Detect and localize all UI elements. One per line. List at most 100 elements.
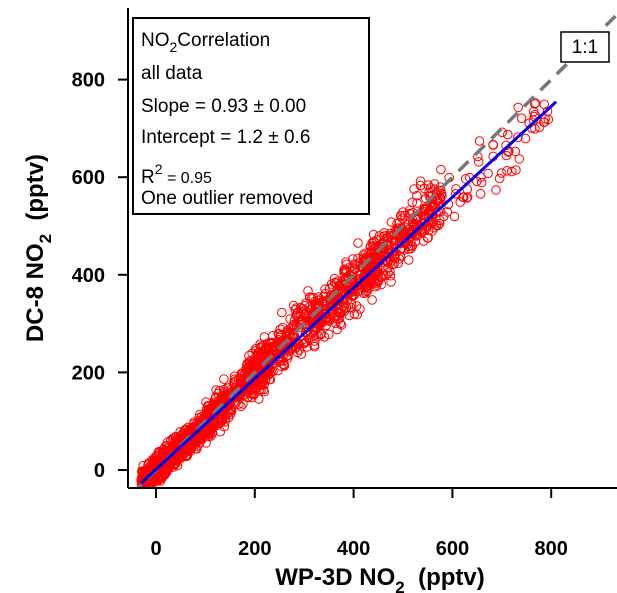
data-point bbox=[167, 441, 178, 452]
fit-line bbox=[140, 100, 558, 485]
y-tick-label: 800 bbox=[72, 70, 105, 92]
data-point bbox=[439, 211, 449, 222]
data-point bbox=[309, 330, 319, 341]
data-point bbox=[324, 329, 334, 340]
data-point bbox=[317, 297, 327, 308]
annotation-slope: Slope = 0.93 ± 0.00 bbox=[141, 96, 306, 117]
data-point bbox=[396, 223, 407, 233]
x-tick-label: 200 bbox=[238, 538, 271, 560]
data-point bbox=[375, 251, 385, 261]
data-point bbox=[231, 376, 241, 386]
data-point bbox=[449, 211, 460, 222]
data-point bbox=[530, 99, 540, 109]
data-point bbox=[434, 186, 444, 196]
data-point bbox=[341, 290, 352, 300]
data-point bbox=[355, 304, 365, 314]
data-point bbox=[175, 432, 186, 443]
data-point bbox=[381, 231, 391, 241]
data-point bbox=[361, 286, 372, 297]
data-point bbox=[353, 238, 363, 248]
data-point bbox=[419, 183, 430, 194]
data-point bbox=[407, 241, 418, 251]
data-point bbox=[288, 320, 299, 330]
data-point bbox=[513, 132, 523, 142]
data-point bbox=[291, 310, 301, 321]
y-tick-label: 200 bbox=[72, 362, 105, 384]
data-point bbox=[290, 304, 301, 315]
data-point bbox=[186, 439, 197, 450]
data-point bbox=[333, 286, 344, 296]
data-point bbox=[207, 428, 218, 438]
x-tick-label: 600 bbox=[436, 538, 469, 560]
data-point bbox=[367, 295, 377, 305]
data-point bbox=[291, 303, 302, 313]
data-point bbox=[426, 212, 437, 223]
data-point bbox=[423, 225, 434, 236]
data-point bbox=[219, 374, 229, 384]
annotation-dataset: all data bbox=[141, 63, 203, 84]
data-point bbox=[350, 264, 361, 274]
data-point bbox=[503, 129, 513, 140]
one-to-one-label-box: 1:1 bbox=[560, 31, 610, 63]
data-point bbox=[249, 385, 260, 395]
data-point bbox=[329, 273, 340, 284]
data-point bbox=[278, 359, 289, 370]
data-point bbox=[520, 133, 531, 144]
data-point bbox=[342, 295, 353, 306]
data-point bbox=[404, 255, 414, 265]
data-point bbox=[386, 217, 397, 227]
data-point bbox=[412, 190, 422, 201]
data-point bbox=[432, 187, 443, 198]
data-point bbox=[136, 479, 147, 488]
y-tick-label: 0 bbox=[94, 460, 105, 482]
y-axis-title: DC-8 NO2 (pptv) bbox=[22, 154, 55, 342]
data-point bbox=[310, 326, 320, 337]
data-point bbox=[267, 345, 278, 356]
data-point bbox=[341, 257, 351, 267]
x-tick-label: 0 bbox=[150, 538, 161, 560]
data-point bbox=[398, 229, 408, 239]
data-point bbox=[276, 330, 286, 341]
data-point bbox=[292, 307, 303, 318]
data-point bbox=[265, 374, 276, 385]
annotation-intercept: Intercept = 1.2 ± 0.6 bbox=[141, 127, 310, 148]
x-axis-title: WP-3D NO2 (pptv) bbox=[275, 564, 484, 593]
data-point bbox=[475, 189, 486, 199]
data-point bbox=[427, 226, 438, 236]
data-point bbox=[294, 339, 305, 350]
data-point bbox=[336, 320, 347, 330]
data-point bbox=[424, 215, 435, 225]
data-point bbox=[450, 189, 461, 199]
x-tick-label: 400 bbox=[337, 538, 370, 560]
data-point bbox=[539, 117, 550, 127]
data-point bbox=[201, 438, 211, 448]
data-point bbox=[242, 358, 253, 369]
data-point bbox=[137, 490, 146, 499]
data-point bbox=[268, 337, 278, 348]
data-point bbox=[386, 256, 396, 267]
data-point bbox=[407, 229, 418, 240]
data-point bbox=[360, 288, 371, 298]
x-tick-label: 800 bbox=[535, 538, 568, 560]
data-point bbox=[253, 394, 264, 404]
data-point bbox=[462, 192, 473, 202]
data-point bbox=[393, 258, 404, 269]
data-point bbox=[136, 466, 147, 477]
data-point bbox=[141, 490, 150, 499]
data-point bbox=[310, 296, 320, 307]
data-point bbox=[309, 341, 320, 352]
data-point bbox=[140, 487, 145, 488]
one-to-one-label: 1:1 bbox=[572, 37, 598, 58]
data-point bbox=[162, 453, 172, 463]
data-point bbox=[361, 257, 372, 268]
data-point bbox=[296, 349, 307, 360]
data-point bbox=[243, 388, 253, 398]
data-point bbox=[327, 301, 338, 311]
data-point bbox=[320, 307, 330, 318]
data-point bbox=[396, 237, 407, 247]
data-point bbox=[491, 185, 501, 195]
data-point bbox=[373, 275, 383, 286]
data-point bbox=[159, 467, 170, 478]
data-point bbox=[366, 275, 376, 286]
data-point bbox=[281, 337, 292, 348]
